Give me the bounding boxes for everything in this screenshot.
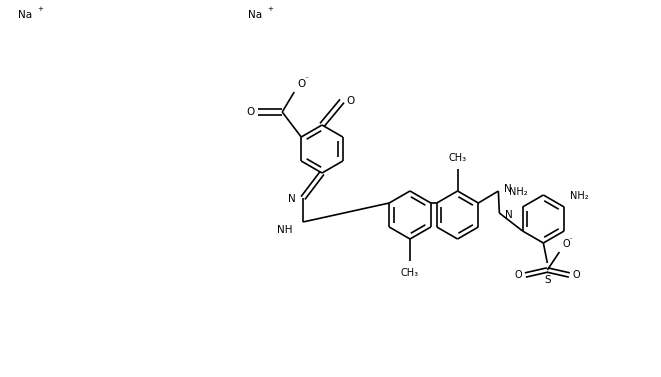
Text: O: O <box>297 79 305 89</box>
Text: Na: Na <box>18 10 32 20</box>
Text: NH₂: NH₂ <box>509 187 528 197</box>
Text: NH: NH <box>276 225 292 235</box>
Text: O: O <box>572 270 580 280</box>
Text: +: + <box>37 6 43 12</box>
Text: O: O <box>346 96 354 106</box>
Text: S: S <box>544 275 551 285</box>
Text: O: O <box>246 107 254 117</box>
Text: N: N <box>504 184 512 194</box>
Text: N: N <box>288 194 296 204</box>
Text: N: N <box>506 210 513 220</box>
Text: ⁻: ⁻ <box>568 237 572 243</box>
Text: NH₂: NH₂ <box>570 191 589 201</box>
Text: O: O <box>515 270 522 280</box>
Text: CH₃: CH₃ <box>449 153 467 163</box>
Text: CH₃: CH₃ <box>401 268 419 278</box>
Text: Na: Na <box>248 10 262 20</box>
Text: O: O <box>563 239 570 249</box>
Text: ⁻: ⁻ <box>304 74 308 83</box>
Text: +: + <box>267 6 273 12</box>
